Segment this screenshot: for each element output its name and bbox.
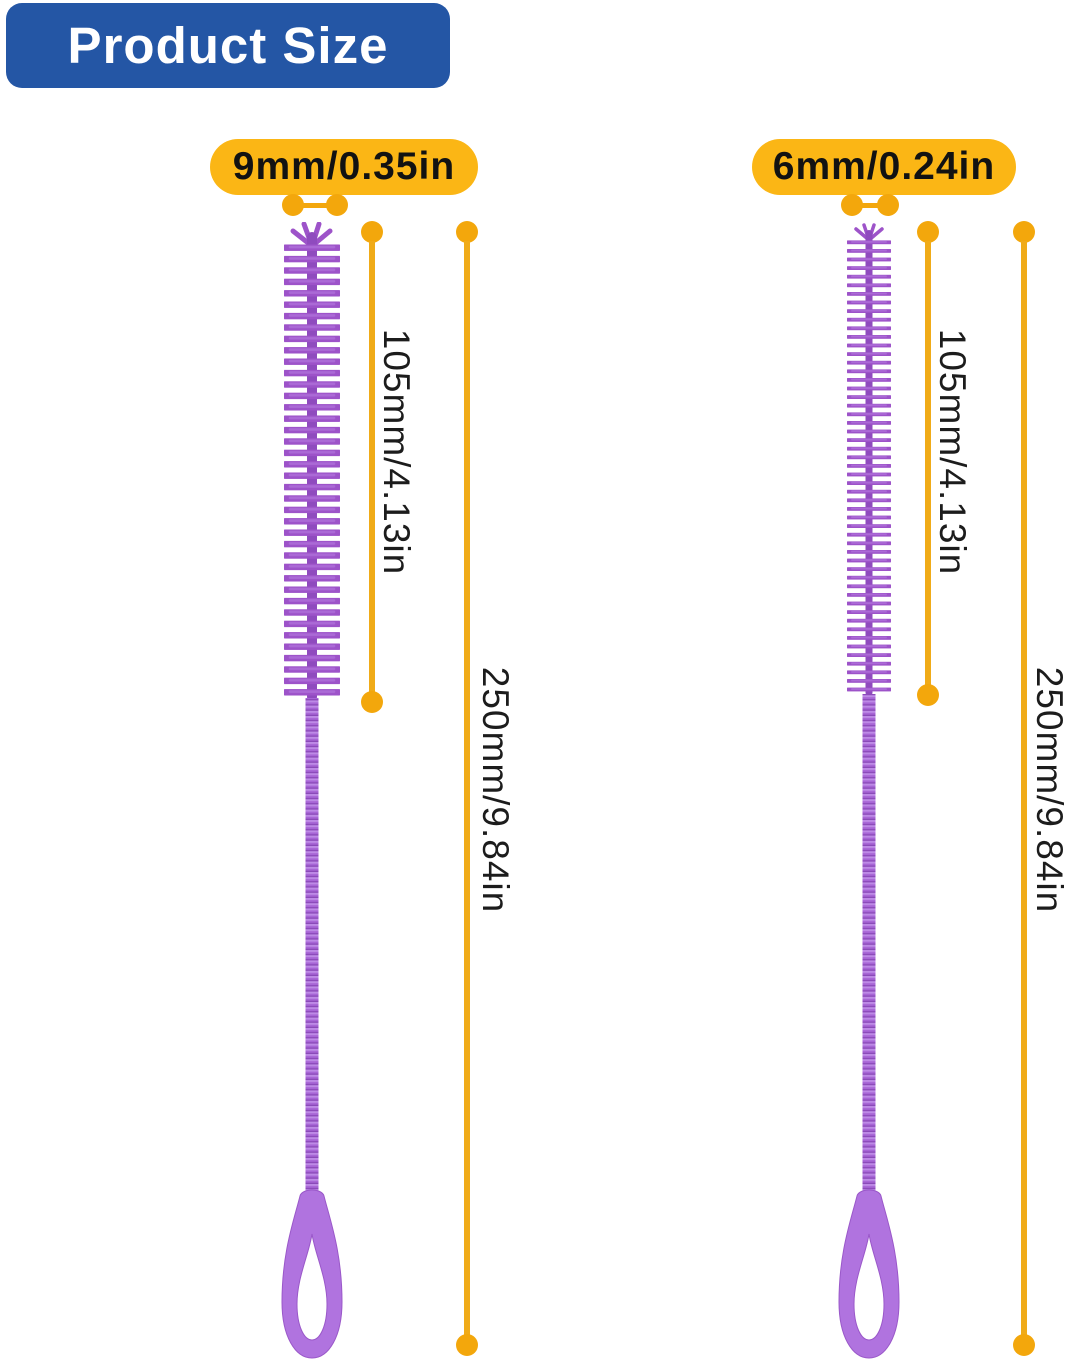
dimension-endpoint-dot: [877, 194, 899, 216]
dimension-line: [1021, 241, 1027, 1336]
dimension-line: [925, 241, 931, 686]
brush-loop-handle: [281, 1189, 343, 1359]
dimension-endpoint-dot: [917, 684, 939, 706]
width-dimension-6mm: [841, 194, 899, 216]
brush-shaft: [862, 694, 876, 1194]
product-size-banner: Product Size: [6, 3, 450, 88]
dimension-line: [464, 241, 470, 1336]
brush-length-dimension-9mm: [361, 221, 383, 713]
total-length-label-6mm: 250mm/9.84in: [1029, 666, 1070, 914]
brush-shaft: [305, 698, 319, 1194]
dimension-endpoint-dot: [917, 221, 939, 243]
dimension-endpoint-dot: [361, 691, 383, 713]
brush-length-label-6mm: 105mm/4.13in: [932, 328, 973, 576]
dimension-line: [861, 202, 879, 208]
diameter-label-9mm: 9mm/0.35in: [232, 145, 456, 188]
brush-bristle-section: [284, 242, 340, 700]
dimension-endpoint-dot: [456, 221, 478, 243]
brush-length-label-9mm: 105mm/4.13in: [376, 328, 417, 576]
dimension-endpoint-dot: [456, 1334, 478, 1356]
dimension-endpoint-dot: [841, 194, 863, 216]
total-length-dimension-9mm: [456, 221, 478, 1356]
dimension-endpoint-dot: [1013, 221, 1035, 243]
brush-loop-handle: [838, 1189, 900, 1359]
dimension-line: [302, 202, 328, 208]
diameter-badge-6mm: 6mm/0.24in: [752, 139, 1016, 195]
total-length-dimension-6mm: [1013, 221, 1035, 1356]
page-title: Product Size: [67, 17, 389, 74]
diameter-label-6mm: 6mm/0.24in: [772, 145, 996, 188]
brush-length-dimension-6mm: [917, 221, 939, 706]
diameter-badge-9mm: 9mm/0.35in: [210, 139, 478, 195]
dimension-endpoint-dot: [361, 221, 383, 243]
dimension-endpoint-dot: [282, 194, 304, 216]
dimension-endpoint-dot: [326, 194, 348, 216]
straw-brush-6mm-image: [838, 223, 900, 1359]
dimension-line: [369, 241, 375, 693]
dimension-endpoint-dot: [1013, 1334, 1035, 1356]
straw-brush-9mm-image: [281, 222, 343, 1359]
total-length-label-9mm: 250mm/9.84in: [475, 666, 516, 914]
width-dimension-9mm: [282, 194, 348, 216]
brush-bristle-section: [847, 236, 891, 696]
